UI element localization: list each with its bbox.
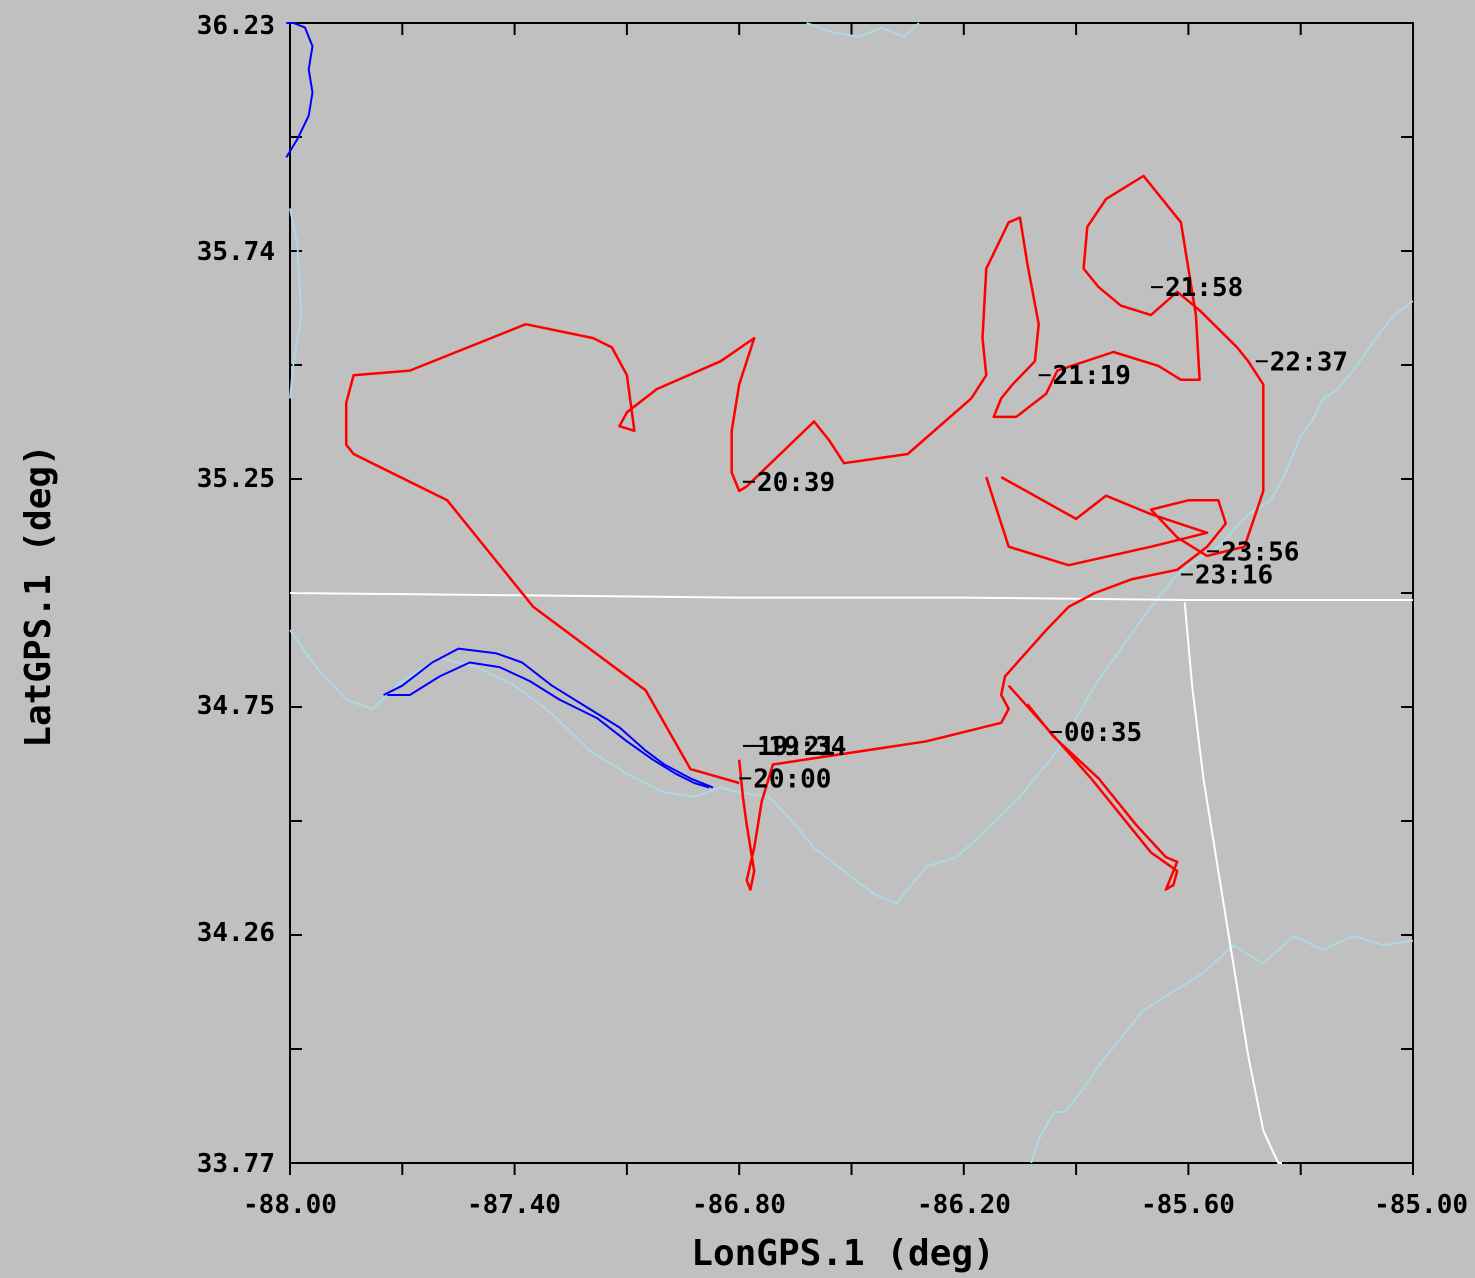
- y-tick-label: 33.77: [197, 1149, 275, 1179]
- x-tick-label: -86.20: [917, 1190, 1011, 1220]
- time-label: 23:56: [1221, 537, 1299, 567]
- y-axis-title: LatGPS.1 (deg): [18, 444, 59, 747]
- coastline-line: [1187, 300, 1414, 567]
- time-label: 21:58: [1165, 273, 1243, 303]
- y-tick-label: 34.26: [197, 918, 275, 948]
- water-line: [387, 661, 710, 789]
- water-line: [383, 647, 714, 789]
- flight-track-line: [344, 174, 1265, 891]
- time-label: 22:37: [1270, 347, 1348, 377]
- time-label: 00:35: [1064, 718, 1142, 748]
- y-tick-label: 34.75: [197, 691, 275, 721]
- plot-frame: [289, 22, 1414, 1164]
- x-tick-label: -85.00: [1374, 1190, 1468, 1220]
- x-axis-title: LonGPS.1 (deg): [691, 1233, 994, 1274]
- x-tick-label: -85.60: [1141, 1190, 1235, 1220]
- x-tick-label: -88.00: [243, 1190, 337, 1220]
- border-line: [1183, 602, 1282, 1164]
- coastline-line: [1030, 934, 1414, 1164]
- y-tick-label: 35.74: [197, 237, 275, 267]
- time-label: 21:19: [1053, 361, 1131, 391]
- border-line: [289, 592, 1413, 601]
- time-label: 19:21: [757, 732, 835, 762]
- x-tick-label: -87.40: [467, 1190, 561, 1220]
- series-layer: [285, 22, 1414, 1164]
- water-line: [285, 22, 314, 158]
- time-label: 19:34: [768, 732, 846, 762]
- time-label: 20:00: [753, 764, 831, 794]
- y-tick-label: 36.23: [197, 11, 275, 41]
- time-label: 23:16: [1195, 560, 1273, 590]
- flight-track-line: [1007, 684, 1179, 891]
- flight-track-line: [985, 476, 1209, 567]
- time-label: 20:39: [757, 468, 835, 498]
- x-tick-label: -86.80: [692, 1190, 786, 1220]
- y-tick-label: 35.25: [197, 464, 275, 494]
- coastline-line: [289, 208, 303, 399]
- coastline-line: [806, 22, 920, 38]
- ticks-layer: [289, 22, 1414, 1175]
